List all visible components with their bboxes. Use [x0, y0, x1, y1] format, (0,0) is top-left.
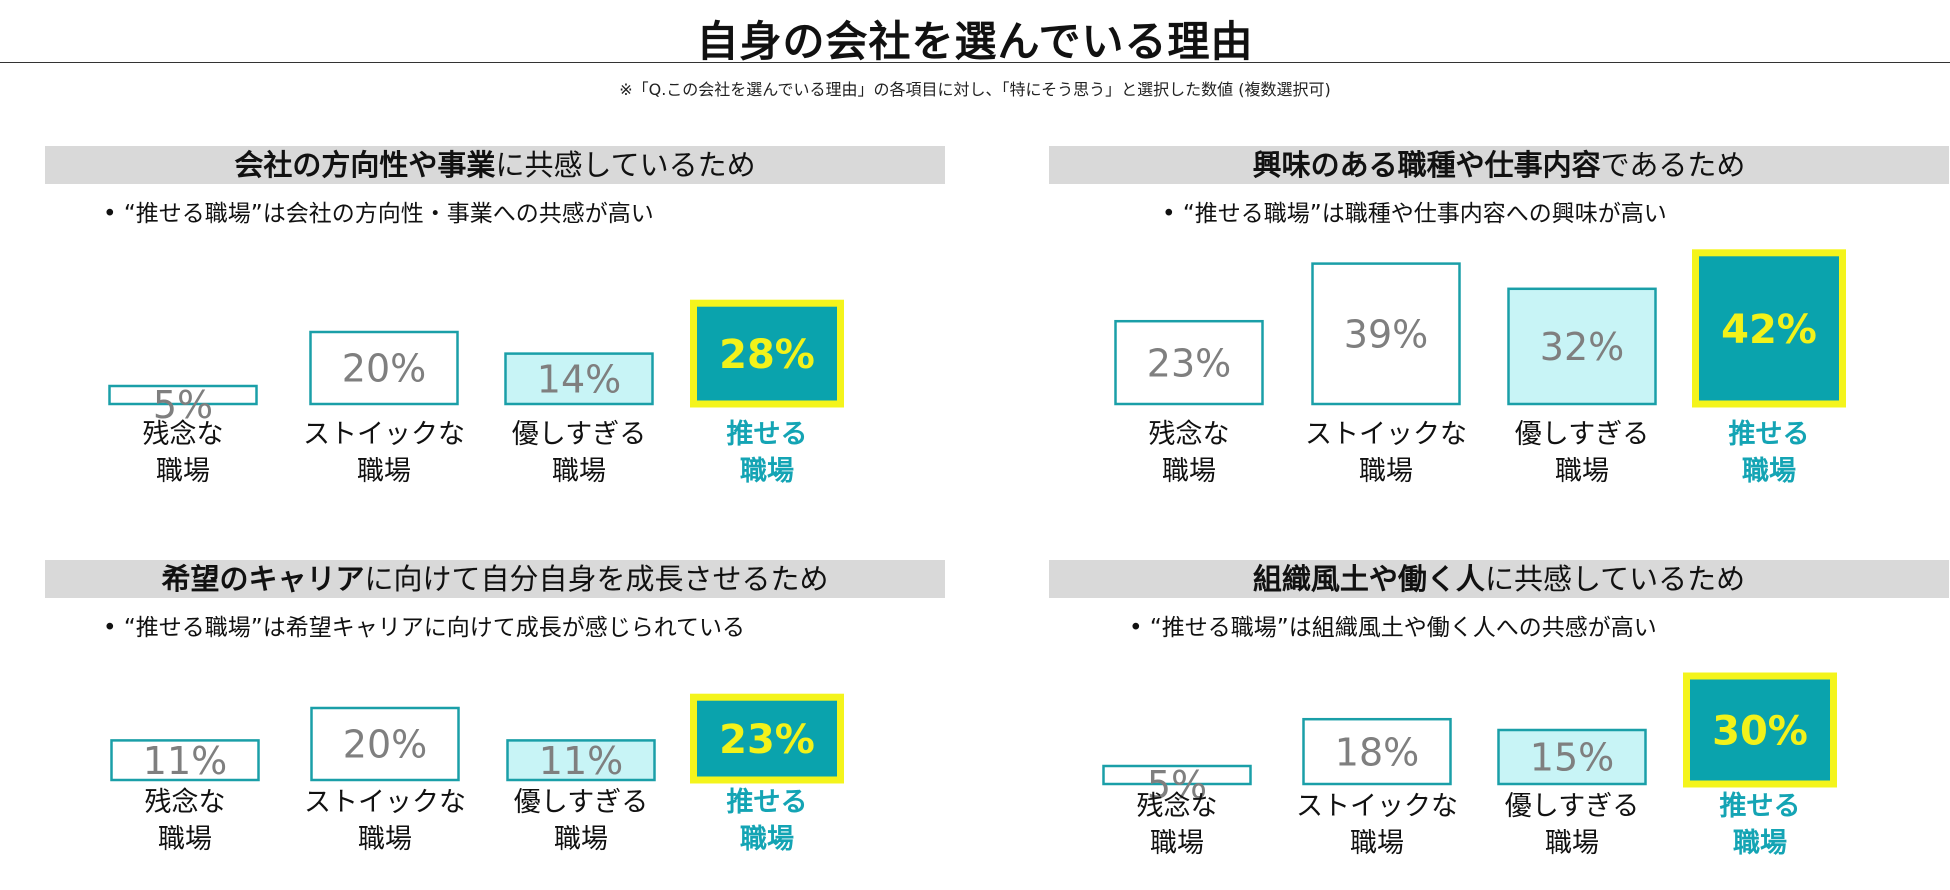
title-divider	[0, 62, 1950, 63]
category-label-3-1: 職場	[1733, 828, 1787, 859]
category-label-3-1: 職場	[1742, 456, 1796, 487]
bar-3	[1692, 249, 1846, 408]
bar-value-label-2: 14%	[537, 357, 621, 401]
panel-bullet: • “推せる職場”は職種や仕事内容への興味が高い	[1162, 201, 1667, 227]
bar-value-label-2: 32%	[1540, 325, 1624, 369]
bar-2	[1497, 728, 1647, 786]
category-label-1-1: 職場	[1359, 456, 1413, 487]
category-label-1-1: 職場	[1350, 828, 1404, 859]
category-label-2-1: 職場	[1555, 456, 1609, 487]
bar-value-label-2: 11%	[539, 739, 623, 783]
panel-bullet: • “推せる職場”は希望キャリアに向けて成長が感じられている	[103, 615, 746, 641]
bar-2	[506, 739, 656, 782]
panel-title: 興味のある職種や仕事内容であるため	[1049, 146, 1949, 184]
bar-3	[690, 693, 844, 784]
category-label-3-1: 職場	[740, 456, 794, 487]
panel-title-rest: に共感しているため	[1484, 562, 1746, 596]
category-label-3-0: 推せる	[727, 787, 808, 818]
bar-0	[1102, 764, 1252, 786]
panel-job-interest: 興味のある職種や仕事内容であるため • “推せる職場”は職種や仕事内容への興味が…	[1049, 146, 1949, 487]
panel-bullet: • “推せる職場”は会社の方向性・事業への共感が高い	[103, 201, 654, 227]
panel-title-bold: 希望のキャリア	[161, 562, 365, 596]
category-label-1-0: ストイックな	[1296, 791, 1458, 822]
panel-title-rest: に向けて自分自身を成長させるため	[364, 562, 829, 596]
bar-value-label-1: 39%	[1344, 312, 1428, 356]
category-label-2-1: 職場	[552, 456, 606, 487]
panel-direction: 会社の方向性や事業に共感しているため • “推せる職場”は会社の方向性・事業への…	[45, 146, 945, 487]
category-label-2-0: 優しすぎる	[1515, 419, 1649, 450]
panel-bullet: • “推せる職場”は組織風土や働く人への共感が高い	[1129, 615, 1657, 641]
category-label-2-1: 職場	[1545, 828, 1599, 859]
bar-value-label-0: 11%	[143, 739, 227, 783]
category-label-0-1: 職場	[1150, 828, 1204, 859]
category-label-0-0: 残念な	[1137, 791, 1218, 822]
bar-2	[1507, 287, 1657, 406]
panel-culture: 組織風土や働く人に共感しているため • “推せる職場”は組織風土や働く人への共感…	[1049, 560, 1949, 890]
category-label-2-1: 職場	[554, 824, 608, 855]
category-label-0-0: 残念な	[143, 419, 224, 450]
category-label-0-0: 残念な	[1149, 419, 1230, 450]
bar-value-label-0: 5%	[153, 383, 213, 427]
bar-1	[309, 330, 459, 406]
bar-value-label-0: 23%	[1147, 341, 1231, 385]
bar-value-label-3: 23%	[719, 717, 815, 763]
category-label-3-0: 推せる	[1729, 419, 1810, 450]
category-label-3-0: 推せる	[727, 419, 808, 450]
panel-title: 会社の方向性や事業に共感しているため	[45, 146, 945, 184]
panel-title: 組織風土や働く人に共感しているため	[1049, 560, 1949, 598]
category-label-1-0: ストイックな	[1305, 419, 1467, 450]
category-label-2-0: 優しすぎる	[1505, 791, 1639, 822]
panel-career: 希望のキャリアに向けて自分自身を成長させるため • “推せる職場”は希望キャリア…	[45, 560, 945, 890]
category-label-1-0: ストイックな	[303, 419, 465, 450]
bar-2	[504, 352, 654, 406]
bar-value-label-2: 15%	[1530, 736, 1614, 780]
panel-title-bold: 組織風土や働く人	[1252, 562, 1485, 596]
category-label-0-0: 残念な	[145, 787, 226, 818]
category-label-0-1: 職場	[156, 456, 210, 487]
bar-0	[110, 739, 260, 782]
category-label-2-0: 優しすぎる	[514, 787, 648, 818]
bar-1	[1302, 717, 1452, 786]
bar-3	[690, 299, 844, 408]
bar-0	[1114, 319, 1264, 406]
bar-value-label-0: 5%	[1147, 763, 1207, 807]
panel-title-bold: 会社の方向性や事業	[234, 148, 496, 182]
bar-3	[1683, 672, 1837, 788]
survey-note: ※「Q.この会社を選んでいる理由」の各項目に対し、「特にそう思う」と選択した数値…	[619, 80, 1331, 99]
category-label-1-1: 職場	[358, 824, 412, 855]
bar-value-label-3: 42%	[1721, 307, 1817, 353]
bar-value-label-1: 18%	[1335, 730, 1419, 774]
category-label-3-0: 推せる	[1720, 791, 1801, 822]
panel-title: 希望のキャリアに向けて自分自身を成長させるため	[45, 560, 945, 598]
page-title: 自身の会社を選んでいる理由	[696, 17, 1254, 66]
panel-title-bold: 興味のある職種や仕事内容	[1252, 148, 1601, 182]
bar-1	[310, 706, 460, 782]
bar-1	[1311, 262, 1461, 406]
bar-0	[108, 384, 258, 406]
panel-title-rest: に共感しているため	[495, 148, 756, 182]
bar-value-label-3: 30%	[1712, 708, 1808, 754]
category-label-2-0: 優しすぎる	[512, 419, 646, 450]
panel-title-rest: であるため	[1600, 148, 1746, 182]
category-label-0-1: 職場	[1162, 456, 1216, 487]
category-label-1-1: 職場	[357, 456, 411, 487]
category-label-1-0: ストイックな	[304, 787, 466, 818]
bar-value-label-1: 20%	[343, 723, 427, 767]
category-label-3-1: 職場	[740, 824, 794, 855]
bar-value-label-3: 28%	[719, 332, 815, 378]
bar-value-label-1: 20%	[342, 347, 426, 391]
category-label-0-1: 職場	[158, 824, 212, 855]
